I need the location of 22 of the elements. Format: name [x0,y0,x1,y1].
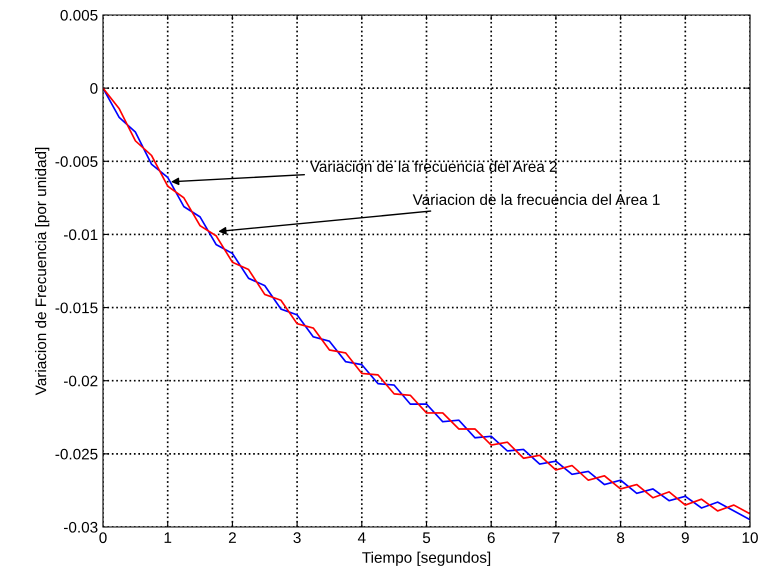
x-tick-label: 8 [617,532,624,544]
x-tick-label: 2 [228,532,236,543]
x-tick-label: 6 [488,532,495,544]
x-tick-label: 5 [422,532,430,544]
y-tick-label: -0.01 [64,229,98,240]
y-tick-label: -0.025 [56,448,98,460]
x-tick-label: 1 [164,532,172,543]
x-tick-label: 9 [682,532,689,544]
y-tick-label: -0.02 [64,376,98,386]
x-tick-label: 0 [99,532,107,544]
annotation: Variacion de la frecuencia del Area 1 [412,194,660,206]
y-axis-title: Variacion de Frecuencia [por unidad] [35,148,50,396]
x-axis-title: Tiempo [segundos] [362,552,490,566]
x-tick-label: 4 [358,532,366,543]
x-tick-label: 10 [742,532,758,544]
y-tick-label: 0.005 [60,10,98,21]
y-tick-label: -0.005 [56,156,98,167]
y-tick-label: 0 [90,83,98,94]
x-tick-label: 3 [293,532,301,544]
y-tick-label: -0.015 [56,302,98,314]
y-tick-label: -0.03 [64,522,98,533]
x-tick-label: 7 [552,532,560,543]
